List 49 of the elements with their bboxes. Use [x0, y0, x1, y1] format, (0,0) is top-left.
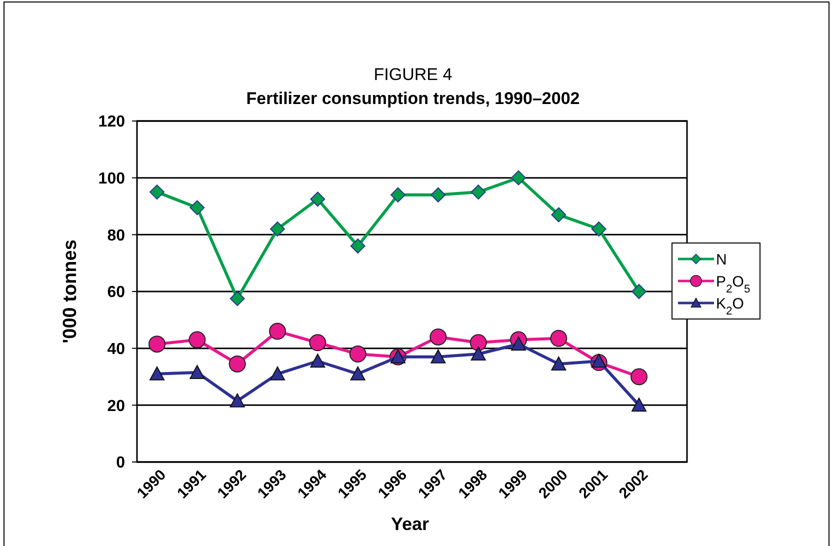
point: [148, 336, 166, 353]
point: [470, 334, 487, 352]
point: [228, 355, 246, 372]
point: [390, 187, 406, 202]
y-tick-label: 120: [98, 114, 126, 131]
point: [270, 221, 285, 236]
point: [310, 354, 326, 368]
point: [511, 170, 526, 186]
point: [230, 393, 245, 408]
point: [190, 200, 205, 216]
point: [188, 331, 206, 348]
point: [349, 346, 366, 363]
point: [150, 184, 164, 200]
point: [309, 334, 326, 352]
point: [470, 346, 486, 361]
y-tick-label: 20: [107, 398, 126, 415]
point: [150, 366, 164, 380]
point: [190, 364, 205, 379]
legend-label: N: [716, 251, 727, 268]
point: [310, 192, 326, 207]
point: [230, 291, 245, 306]
y-tick-label: 60: [107, 284, 126, 302]
point: [551, 207, 566, 222]
point: [591, 354, 606, 368]
point: [430, 187, 446, 202]
point: [350, 366, 366, 380]
y-tick-label: 80: [107, 227, 126, 244]
y-tick-label: 100: [98, 170, 126, 188]
y-tick-label: 0: [116, 454, 126, 472]
point: [470, 184, 486, 200]
chart-title: FIGURE 4: [374, 65, 452, 84]
point: [350, 238, 366, 254]
point: [632, 398, 646, 412]
point: [591, 221, 606, 236]
point: [269, 322, 286, 340]
point: [550, 330, 568, 347]
point: [632, 284, 646, 299]
y-tick-label: 40: [107, 340, 126, 358]
point: [430, 349, 446, 364]
x-axis-title: Year: [390, 514, 430, 534]
legend-label: P$_{2}$O$_{5}$: [716, 273, 750, 296]
chart-subtitle: Fertilizer consumption trends, 1990–2002: [246, 89, 580, 108]
legend-label: K$_{2}$O: [716, 295, 744, 318]
point: [551, 356, 566, 370]
point: [430, 328, 447, 346]
point: [630, 368, 648, 386]
y-axis-title: '000 tonnes: [60, 240, 81, 344]
point: [511, 336, 526, 351]
point: [270, 366, 285, 380]
